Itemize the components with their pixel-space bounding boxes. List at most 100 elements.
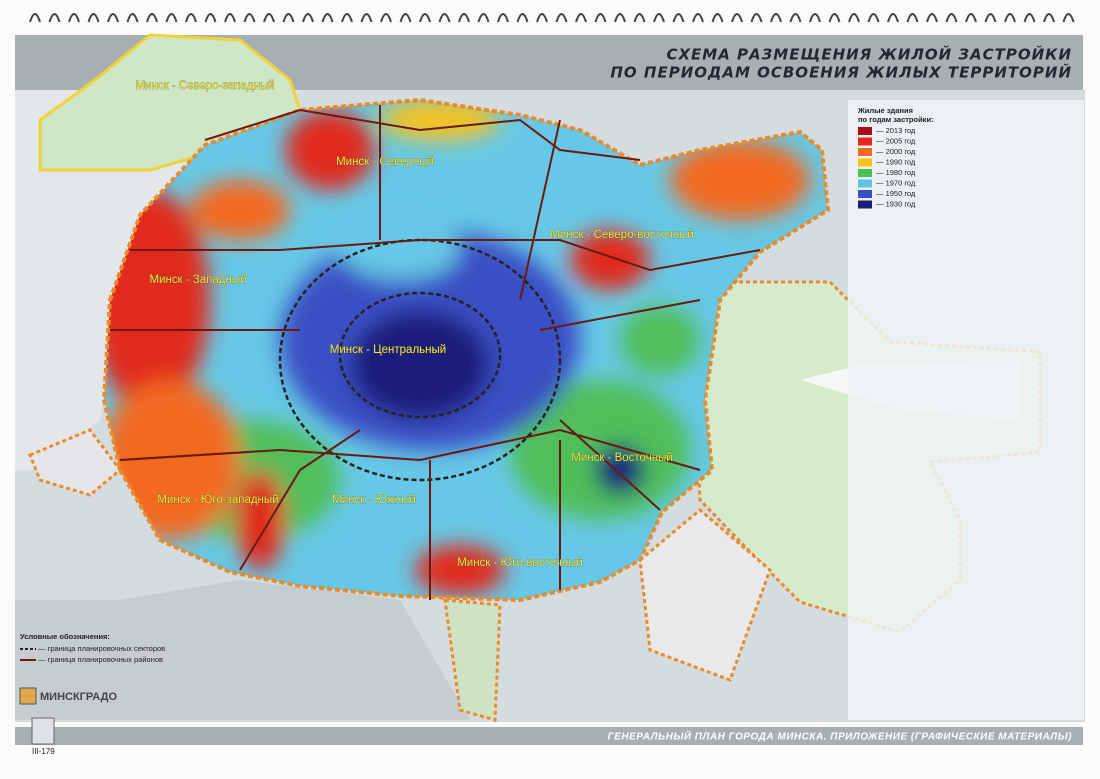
ring	[321, 13, 334, 23]
district-label: Минск - Южный	[332, 494, 416, 506]
page-icon	[31, 717, 55, 745]
legend-title: Жилые здания	[857, 106, 913, 115]
ring	[380, 13, 392, 23]
district-label: Минск - Северный	[336, 156, 434, 168]
legend-title: по годам застройки:	[858, 115, 934, 124]
ring	[1043, 13, 1055, 23]
legend-swatch	[858, 179, 872, 188]
ring	[633, 13, 646, 23]
district-label: Минск - Северо-западный	[135, 80, 274, 92]
district-boundaries	[110, 105, 761, 600]
ring	[692, 13, 704, 23]
ring	[419, 13, 431, 23]
ring	[477, 13, 490, 23]
legend-label: — 1950 год	[876, 189, 916, 198]
legend-label: — 1980 год	[876, 168, 916, 177]
ring	[185, 13, 197, 23]
ring	[711, 13, 724, 23]
ring	[614, 13, 626, 23]
legend-panel	[848, 100, 1084, 720]
footer: ГЕНЕРАЛЬНЫЙ ПЛАН ГОРОДА МИНСКА. ПРИЛОЖЕН…	[608, 730, 1073, 743]
ring	[770, 13, 782, 23]
ring	[575, 13, 587, 23]
legend-label: — 1930 год	[876, 199, 916, 208]
ring	[1004, 13, 1016, 23]
legend-label: — 2005 год	[876, 136, 916, 145]
sector-boundaries	[278, 238, 562, 482]
ring	[536, 13, 548, 23]
ring	[1023, 13, 1036, 23]
boundaries-item: — граница планировочных районов	[38, 655, 163, 664]
district-label: Минск - Западный	[149, 274, 246, 286]
ring	[341, 13, 353, 23]
south-area	[443, 598, 502, 722]
legend-label: — 2013 год	[876, 126, 916, 135]
ring	[926, 13, 938, 23]
ring	[48, 13, 61, 23]
title-line: ПО ПЕРИОДАМ ОСВОЕНИЯ ЖИЛЫХ ТЕРРИТОРИЙ	[610, 63, 1072, 82]
ring	[399, 13, 412, 23]
district-label: Минск - Юго-западный	[157, 494, 278, 506]
legend-label: — 2000 год	[876, 147, 916, 156]
city-boundary	[101, 97, 831, 603]
legend-swatch	[858, 169, 872, 177]
surroundings	[15, 580, 470, 720]
ring	[263, 13, 275, 23]
ring	[68, 13, 80, 23]
footer-band	[15, 727, 1083, 745]
ring	[555, 13, 568, 23]
ring	[29, 13, 41, 23]
legend-label: — 1970 год	[876, 178, 916, 187]
ring	[126, 13, 139, 23]
page-number: III-179	[32, 747, 55, 756]
logo: МИНСКГРАДО	[40, 691, 117, 703]
ring	[497, 13, 509, 23]
ring	[204, 13, 217, 23]
ring	[243, 13, 256, 23]
ring	[828, 13, 841, 23]
district-label: Минск - Восточный	[571, 452, 672, 464]
ring	[360, 13, 373, 23]
legend-swatch	[858, 190, 872, 198]
boundaries-item: — граница планировочных секторов	[38, 644, 165, 653]
ring	[165, 13, 178, 23]
ring	[87, 13, 100, 23]
legend: — 2013 год— 2005 год — 2000 год— 1990 год…	[858, 126, 916, 209]
legend-swatch	[858, 148, 872, 156]
ring	[906, 13, 919, 23]
legend-swatch	[858, 200, 872, 209]
district-label: Минск - Центральный	[330, 344, 446, 356]
ring	[984, 13, 997, 23]
ring	[731, 13, 743, 23]
title-line: СХЕМА РАЗМЕЩЕНИЯ ЖИЛОЙ ЗАСТРОЙКИ	[666, 45, 1072, 64]
west-area	[28, 428, 123, 497]
legend-label: — 1990 год	[876, 157, 916, 166]
district-label: Минск - Северо-восточный	[550, 229, 694, 241]
boundaries-title: Условные обозначения:	[20, 632, 110, 641]
ring	[224, 13, 236, 23]
logo-icon	[19, 687, 37, 705]
district-label: Минск - Юго-восточный	[457, 557, 583, 569]
ring	[1062, 13, 1075, 23]
legend-swatch	[858, 127, 872, 135]
ring	[458, 13, 470, 23]
legend-swatch	[858, 158, 872, 167]
ring	[750, 13, 763, 23]
ring	[848, 13, 860, 23]
ring	[146, 13, 158, 23]
ring	[594, 13, 607, 23]
ring	[438, 13, 451, 23]
ring	[789, 13, 802, 23]
legend-swatch	[858, 137, 872, 146]
ring	[282, 13, 295, 23]
ring	[867, 13, 880, 23]
ring	[672, 13, 685, 23]
ring	[107, 13, 119, 23]
ring	[653, 13, 665, 23]
ring	[945, 13, 958, 23]
southeast-area	[638, 508, 772, 682]
surroundings	[15, 90, 300, 470]
ring	[302, 13, 314, 23]
ring	[887, 13, 899, 23]
